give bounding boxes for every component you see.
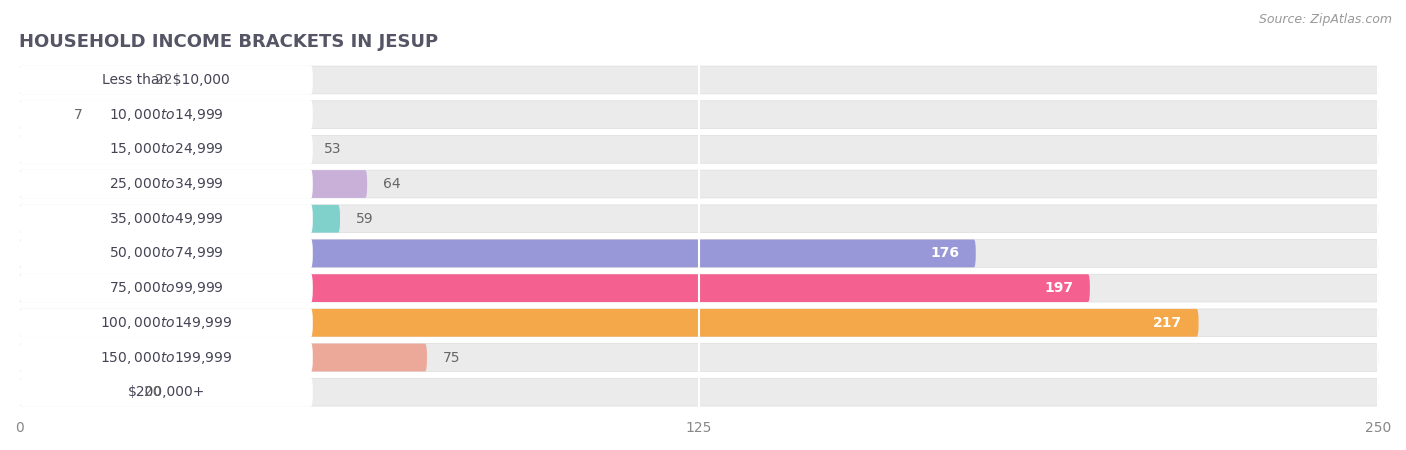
Text: $200,000+: $200,000+	[128, 385, 205, 399]
Text: HOUSEHOLD INCOME BRACKETS IN JESUP: HOUSEHOLD INCOME BRACKETS IN JESUP	[20, 33, 439, 51]
FancyBboxPatch shape	[20, 378, 128, 406]
FancyBboxPatch shape	[20, 378, 1378, 406]
FancyBboxPatch shape	[20, 170, 312, 198]
Text: 197: 197	[1045, 281, 1074, 295]
FancyBboxPatch shape	[20, 274, 1090, 302]
Text: 59: 59	[356, 212, 374, 226]
FancyBboxPatch shape	[20, 344, 1378, 371]
FancyBboxPatch shape	[20, 135, 308, 163]
FancyBboxPatch shape	[20, 101, 58, 129]
FancyBboxPatch shape	[20, 100, 312, 129]
FancyBboxPatch shape	[20, 66, 139, 94]
Text: $35,000 to $49,999: $35,000 to $49,999	[108, 211, 224, 227]
Text: $50,000 to $74,999: $50,000 to $74,999	[108, 245, 224, 261]
Text: 22: 22	[155, 73, 173, 87]
Text: $150,000 to $199,999: $150,000 to $199,999	[100, 350, 232, 365]
Text: 217: 217	[1153, 316, 1182, 330]
Text: 53: 53	[323, 142, 342, 156]
FancyBboxPatch shape	[20, 101, 1378, 129]
Text: $10,000 to $14,999: $10,000 to $14,999	[108, 107, 224, 123]
Text: 75: 75	[443, 351, 461, 364]
FancyBboxPatch shape	[20, 239, 976, 267]
FancyBboxPatch shape	[20, 308, 312, 338]
Text: 20: 20	[145, 385, 162, 399]
Text: $15,000 to $24,999: $15,000 to $24,999	[108, 141, 224, 158]
FancyBboxPatch shape	[20, 274, 1378, 302]
FancyBboxPatch shape	[20, 170, 367, 198]
FancyBboxPatch shape	[20, 205, 340, 233]
FancyBboxPatch shape	[20, 378, 312, 407]
FancyBboxPatch shape	[20, 66, 1378, 94]
FancyBboxPatch shape	[20, 205, 1378, 233]
FancyBboxPatch shape	[20, 309, 1378, 337]
Text: 176: 176	[931, 247, 959, 261]
Text: 64: 64	[384, 177, 401, 191]
Text: $75,000 to $99,999: $75,000 to $99,999	[108, 280, 224, 296]
FancyBboxPatch shape	[20, 239, 312, 268]
Text: Less than $10,000: Less than $10,000	[103, 73, 231, 87]
Text: $25,000 to $34,999: $25,000 to $34,999	[108, 176, 224, 192]
FancyBboxPatch shape	[20, 239, 1378, 267]
FancyBboxPatch shape	[20, 204, 312, 233]
Text: Source: ZipAtlas.com: Source: ZipAtlas.com	[1258, 14, 1392, 27]
FancyBboxPatch shape	[20, 274, 312, 303]
Text: $100,000 to $149,999: $100,000 to $149,999	[100, 315, 232, 331]
FancyBboxPatch shape	[20, 344, 427, 371]
FancyBboxPatch shape	[20, 309, 1198, 337]
FancyBboxPatch shape	[20, 170, 1378, 198]
FancyBboxPatch shape	[20, 343, 312, 372]
FancyBboxPatch shape	[20, 135, 312, 164]
FancyBboxPatch shape	[20, 65, 312, 94]
FancyBboxPatch shape	[20, 135, 1378, 163]
Text: 7: 7	[73, 108, 83, 122]
